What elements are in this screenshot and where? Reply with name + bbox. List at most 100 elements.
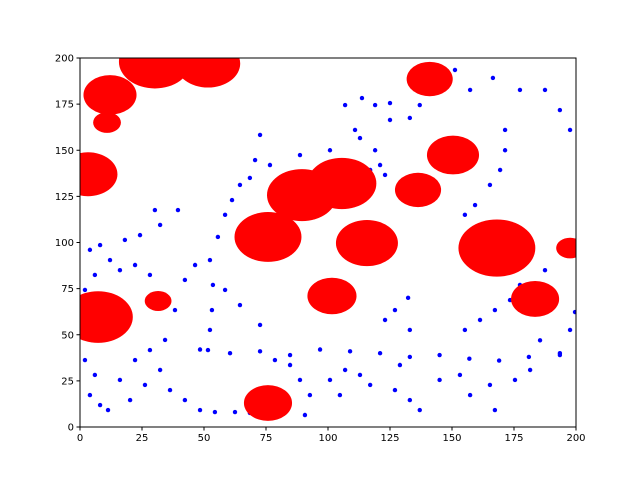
point	[397, 362, 403, 368]
obstacle-circle	[426, 135, 480, 175]
y-tick-label: 75	[61, 284, 74, 295]
point	[247, 175, 253, 181]
point	[237, 302, 243, 308]
point	[257, 322, 263, 328]
point	[502, 127, 508, 133]
obstacle-circle	[266, 169, 337, 222]
point	[122, 237, 128, 243]
point	[192, 262, 198, 268]
point	[352, 127, 358, 133]
point	[229, 197, 235, 203]
point	[542, 267, 548, 273]
point	[197, 347, 203, 352]
point	[175, 207, 181, 213]
point	[567, 127, 573, 133]
obstacle-circle	[335, 219, 398, 267]
obstacle-circle	[175, 58, 241, 88]
point	[287, 362, 293, 368]
point	[407, 354, 413, 360]
point	[215, 234, 221, 240]
point	[467, 356, 472, 361]
x-tick-label: 150	[442, 433, 461, 444]
point	[497, 167, 503, 173]
point	[107, 257, 113, 263]
obstacle-circle	[80, 291, 133, 343]
obstacle-circle	[144, 291, 172, 311]
point	[357, 135, 363, 141]
obstacle-circle	[118, 58, 191, 89]
point	[167, 387, 173, 393]
y-tick-label: 125	[55, 192, 74, 203]
point	[222, 287, 228, 293]
point	[392, 387, 398, 393]
point	[342, 102, 348, 108]
x-tick-label: 100	[318, 433, 337, 444]
point	[487, 382, 493, 388]
point	[117, 267, 123, 273]
point	[132, 357, 138, 363]
point	[212, 409, 218, 415]
point	[372, 148, 378, 153]
point	[462, 327, 468, 333]
point	[567, 327, 573, 333]
point	[347, 349, 353, 354]
point	[492, 307, 498, 313]
point	[437, 352, 442, 358]
point	[457, 372, 463, 378]
obstacle-circle	[307, 277, 357, 315]
obstacle-circle	[83, 75, 137, 115]
y-tick-label: 25	[61, 376, 74, 387]
point	[127, 397, 133, 403]
obstacle-circle	[406, 61, 453, 97]
point	[197, 407, 203, 413]
point	[526, 354, 532, 360]
point	[317, 347, 323, 352]
point	[487, 182, 493, 188]
point	[572, 309, 576, 315]
point	[357, 372, 363, 378]
point	[502, 148, 508, 153]
point	[407, 327, 413, 333]
point	[152, 207, 158, 213]
point	[232, 409, 238, 415]
point	[257, 349, 263, 354]
point	[382, 172, 388, 178]
point	[337, 392, 343, 398]
point	[517, 87, 523, 93]
point	[490, 75, 496, 81]
point	[87, 392, 93, 398]
point	[377, 162, 383, 168]
point	[207, 257, 213, 263]
point	[147, 347, 153, 353]
point	[557, 107, 563, 113]
point	[207, 327, 213, 333]
point	[417, 407, 422, 413]
point	[209, 307, 215, 313]
point	[407, 115, 413, 121]
point	[82, 287, 88, 293]
point	[297, 377, 303, 383]
obstacle-circle	[394, 172, 442, 208]
x-tick-label: 50	[198, 433, 211, 444]
point	[342, 367, 348, 373]
point	[105, 407, 111, 413]
point	[387, 117, 393, 123]
point	[377, 351, 383, 356]
obstacle-circle	[80, 152, 118, 197]
obstacle-circle	[243, 385, 293, 421]
y-tick-label: 150	[55, 146, 74, 157]
x-tick-label: 25	[136, 433, 149, 444]
obstacle-circle	[234, 212, 302, 262]
point	[382, 317, 388, 323]
point	[327, 377, 333, 383]
point	[92, 372, 98, 378]
point	[162, 337, 168, 343]
x-tick-label: 75	[260, 433, 273, 444]
point	[392, 307, 398, 313]
point	[512, 377, 518, 383]
point	[267, 162, 273, 168]
point	[407, 397, 413, 403]
point	[147, 272, 153, 278]
point	[287, 352, 293, 358]
